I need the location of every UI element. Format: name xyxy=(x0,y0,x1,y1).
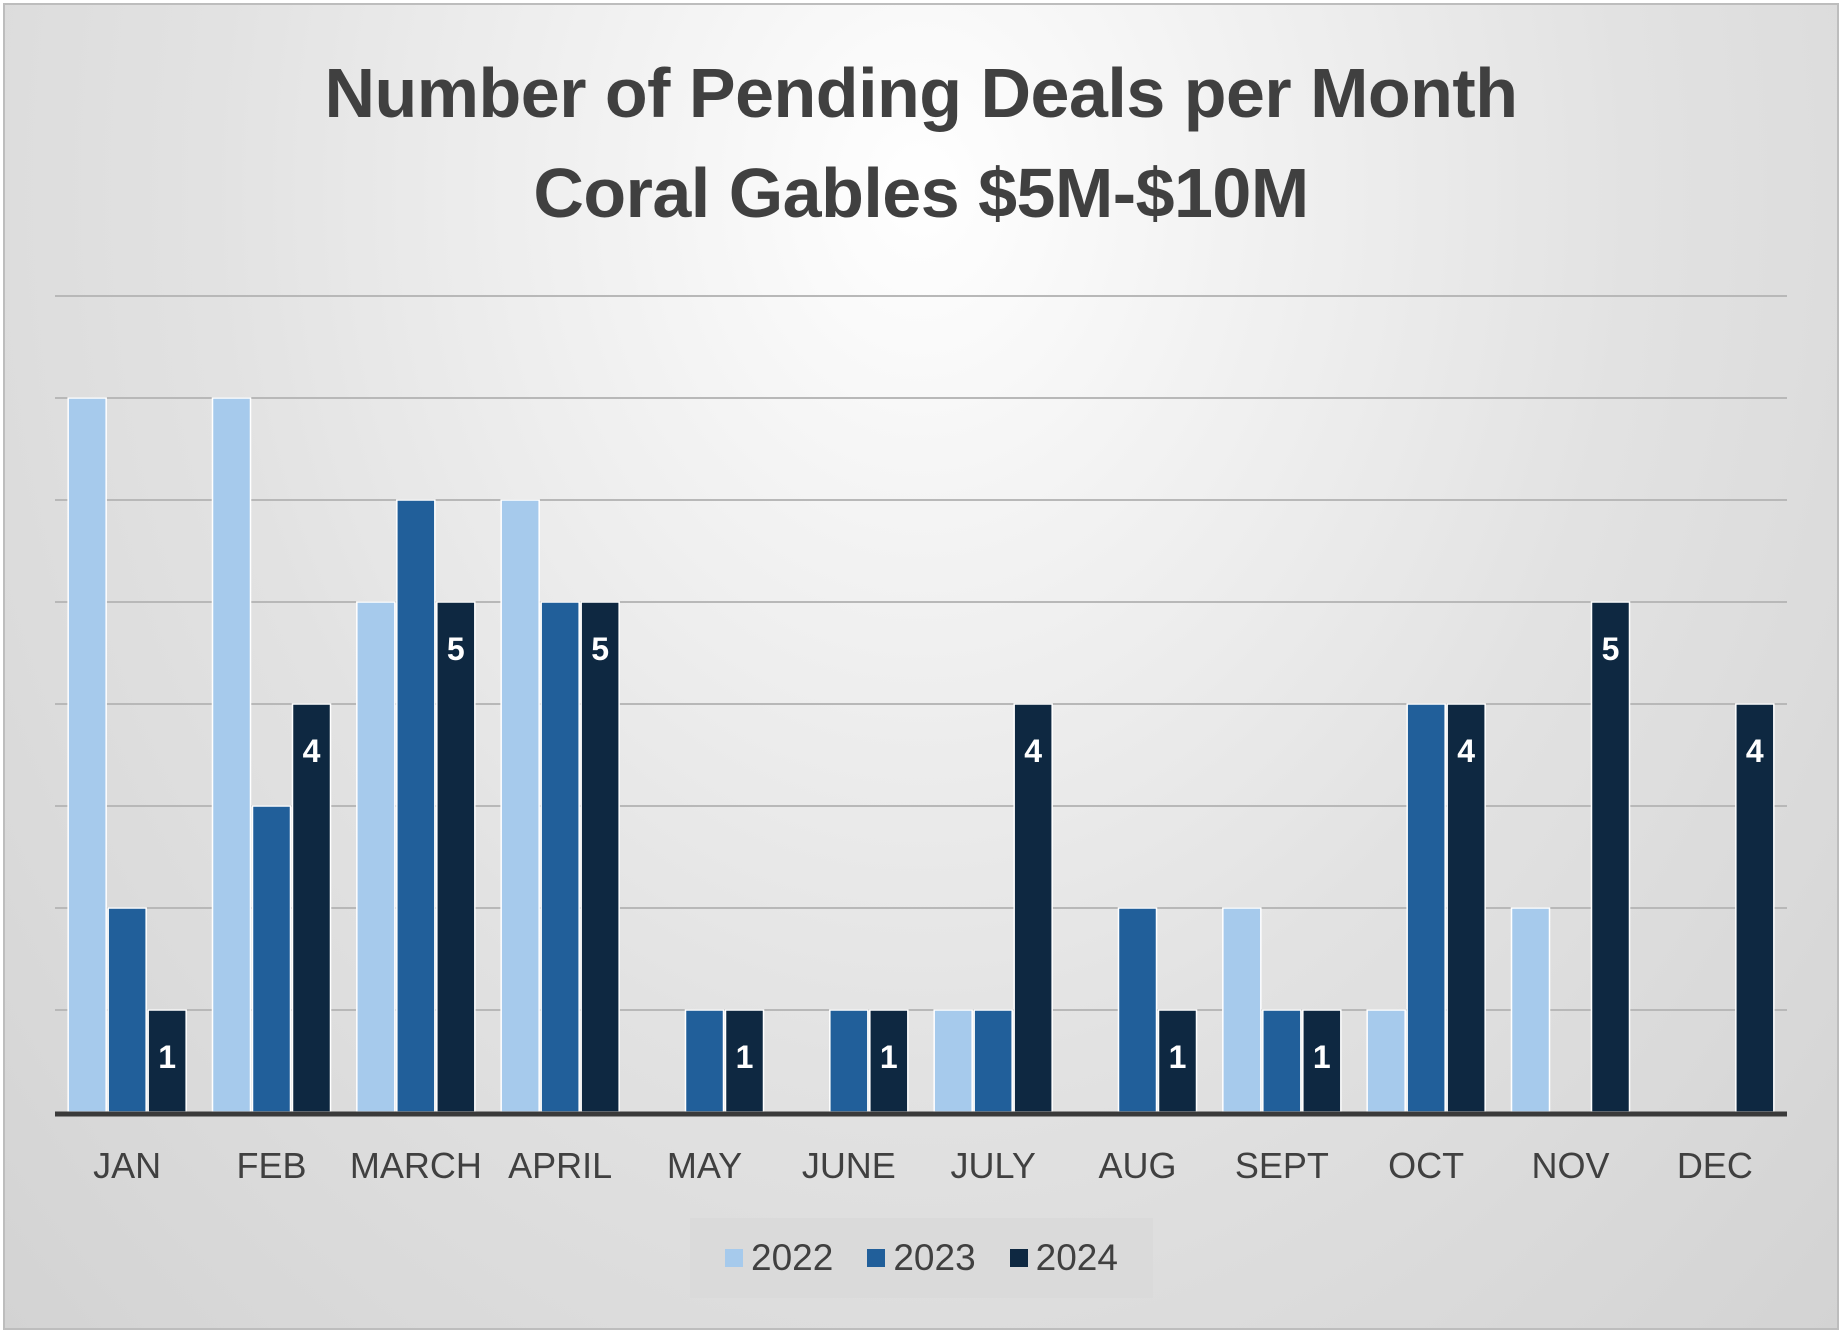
bar-2022-feb xyxy=(211,397,252,1113)
bar-2022-sept xyxy=(1222,907,1262,1113)
x-tick-label-sept: SEPT xyxy=(1235,1145,1329,1186)
x-tick-label-june: JUNE xyxy=(802,1145,896,1186)
data-label-sept: 1 xyxy=(1313,1039,1331,1075)
bar-2022-oct xyxy=(1366,1009,1406,1113)
bar-2022-july xyxy=(933,1009,973,1113)
x-tick-label-july: JULY xyxy=(950,1145,1035,1186)
bar-2023-may xyxy=(684,1009,725,1113)
data-label-dec: 4 xyxy=(1746,733,1764,769)
x-tick-label-nov: NOV xyxy=(1531,1145,1609,1186)
data-label-april: 5 xyxy=(591,631,609,667)
bar-2023-feb xyxy=(251,805,292,1113)
bar-2024-march xyxy=(436,601,476,1113)
x-tick-label-may: MAY xyxy=(667,1145,742,1186)
data-label-june: 1 xyxy=(880,1039,898,1075)
bar-2024-jan xyxy=(147,1009,187,1113)
bar-2022-march xyxy=(356,601,396,1113)
data-label-aug: 1 xyxy=(1169,1039,1187,1075)
bar-2024-nov xyxy=(1590,601,1631,1113)
legend-item-2022: 2022 xyxy=(725,1237,833,1279)
data-label-jan: 1 xyxy=(158,1039,176,1075)
bar-2023-june xyxy=(829,1009,869,1113)
bar-2023-april xyxy=(540,601,580,1113)
bar-2023-sept xyxy=(1262,1009,1302,1113)
x-tick-label-oct: OCT xyxy=(1388,1145,1464,1186)
bar-2024-may xyxy=(724,1009,765,1113)
x-tick-label-aug: AUG xyxy=(1098,1145,1176,1186)
legend-swatch-2024 xyxy=(1009,1249,1028,1267)
x-tick-label-march: MARCH xyxy=(350,1145,482,1186)
bar-2023-july xyxy=(973,1009,1013,1113)
legend-item-2023: 2023 xyxy=(867,1237,976,1279)
bar-2024-june xyxy=(869,1009,909,1113)
chart-subtitle: Coral Gables $5M-$10M xyxy=(533,154,1309,232)
data-label-nov: 5 xyxy=(1602,631,1620,667)
bar-2024-april xyxy=(580,601,620,1113)
bar-2022-jan xyxy=(67,397,107,1113)
bar-2024-feb xyxy=(291,703,332,1113)
legend-label-2023: 2023 xyxy=(893,1237,976,1278)
x-tick-label-jan: JAN xyxy=(93,1145,161,1186)
data-label-oct: 4 xyxy=(1457,733,1475,769)
bar-2022-april xyxy=(500,499,540,1113)
bar-2022-nov xyxy=(1510,907,1551,1113)
data-label-may: 1 xyxy=(736,1039,754,1075)
chart-title-block: Number of Pending Deals per Month Coral … xyxy=(5,43,1837,243)
bar-2023-aug xyxy=(1117,907,1158,1113)
bar-2023-jan xyxy=(107,907,147,1113)
chart-legend: 2022 2023 2024 xyxy=(690,1218,1153,1298)
bar-2024-oct xyxy=(1446,703,1486,1113)
x-tick-label-feb: FEB xyxy=(236,1145,306,1186)
bar-2024-aug xyxy=(1157,1009,1198,1113)
data-label-feb: 4 xyxy=(303,733,321,769)
bar-2024-july xyxy=(1013,703,1053,1113)
bar-2024-sept xyxy=(1302,1009,1342,1113)
legend-label-2024: 2024 xyxy=(1035,1237,1118,1278)
legend-label-2022: 2022 xyxy=(751,1237,834,1278)
data-label-july: 4 xyxy=(1024,733,1042,769)
chart-title: Number of Pending Deals per Month xyxy=(324,54,1518,132)
data-label-march: 5 xyxy=(447,631,465,667)
legend-swatch-2023 xyxy=(867,1249,886,1267)
bar-2023-march xyxy=(396,499,436,1113)
legend-swatch-2022 xyxy=(725,1249,744,1267)
bar-2024-dec xyxy=(1735,703,1775,1113)
x-tick-label-april: APRIL xyxy=(508,1145,612,1186)
x-tick-label-dec: DEC xyxy=(1677,1145,1753,1186)
bar-2023-oct xyxy=(1406,703,1446,1113)
legend-item-2024: 2024 xyxy=(1009,1237,1118,1279)
